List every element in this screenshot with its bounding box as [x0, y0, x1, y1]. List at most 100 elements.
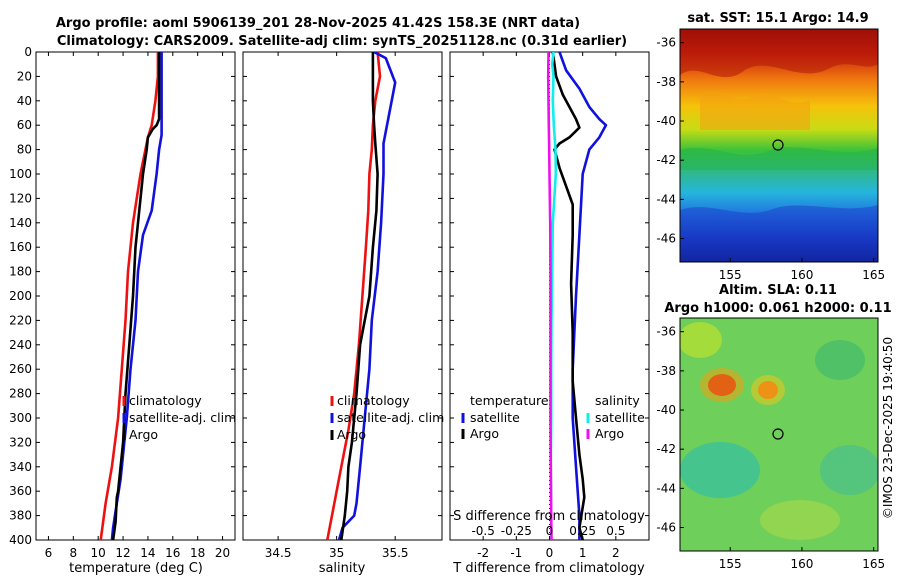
temperature-legend-label: satellite-adj. clim: [129, 410, 236, 425]
temperature-xtick-label: 10: [91, 546, 106, 560]
salinity-legend-label: satellite: [595, 410, 645, 425]
depth-tick-label: 80: [17, 143, 32, 157]
salinity-legend-title: salinity: [595, 393, 640, 408]
sst-warm-patch: [680, 29, 878, 78]
sst-map-xtick-label: 165: [862, 268, 885, 282]
temperature-legend-label: satellite: [470, 410, 520, 425]
temperature-legend-label: climatology: [129, 393, 202, 408]
salinity-xtick-label: 35: [329, 546, 344, 560]
sst-map-title: sat. SST: 15.1 Argo: 14.9: [687, 11, 868, 26]
depth-tick-label: 100: [9, 167, 32, 181]
sla-map-title-line2: Argo h1000: 0.061 h2000: 0.11: [664, 301, 891, 316]
sst-map-xtick-label: 160: [791, 268, 814, 282]
sla-map-image: [680, 318, 878, 551]
salinity-legend-label: climatology: [337, 393, 410, 408]
sla-map-ytick-label: -40: [656, 403, 676, 417]
temperature-legend-label: Argo: [129, 427, 158, 442]
salinity-difference-tick-label: 0.5: [606, 524, 625, 538]
depth-tick-label: 320: [9, 435, 32, 449]
depth-tick-label: 300: [9, 411, 32, 425]
temperature-series-argo: [111, 52, 161, 540]
temperature-panel: 0 20 40 60 80 100 120 140 160 180 200 220 240 260 280 3…: [9, 45, 236, 576]
imos-credit: ©IMOS 23-Dec-2025 19:40:50: [881, 337, 895, 519]
temperature-xtick-label: 20: [215, 546, 230, 560]
depth-tick-label: 120: [9, 191, 32, 205]
difference-lines: [546, 52, 608, 540]
difference-series-s-argo: [546, 52, 553, 540]
difference-series-t-satellite: [558, 52, 608, 540]
sla-cool-patch-1: [680, 442, 760, 498]
difference-series-t-argo: [551, 52, 586, 540]
temperature-xtick-label: 14: [140, 546, 155, 560]
sst-blue-patch: [680, 205, 878, 262]
sst-orange-patch: [700, 90, 810, 130]
sst-map-ytick-label: -46: [656, 232, 676, 246]
sla-map-ytick-label: -38: [656, 364, 676, 378]
sla-argo-marker: [772, 428, 784, 440]
sla-map-ytick-label: -46: [656, 521, 676, 535]
difference-xtick-label: 1: [579, 546, 587, 560]
difference-xtick-label: -1: [510, 546, 522, 560]
depth-tick-label: 260: [9, 362, 32, 376]
figure-title-line2: Climatology: CARS2009. Satellite-adj cli…: [57, 34, 627, 49]
temperature-lines: [99, 52, 163, 540]
depth-tick-label: 380: [9, 509, 32, 523]
sst-map-ytick-label: -40: [656, 114, 676, 128]
sst-map-frame: [679, 28, 879, 263]
sla-map-ytick-label: -36: [656, 325, 676, 339]
salinity-series-satellite-adj-clim: [337, 52, 397, 540]
sla-blob-1: [680, 322, 722, 358]
temperature-difference-xlabel: T difference from climatology: [452, 561, 645, 576]
salinity-difference-xlabel: S difference from climatology: [453, 509, 645, 524]
sst-map-panel: sat. SST: 15.1 Argo: 14.9 155 160 165 -36 -3…: [656, 11, 885, 282]
sla-map-xtick-label: 165: [862, 557, 885, 571]
salinity-difference-tick-label: -0.25: [501, 524, 532, 538]
sst-map-xtick-label: 155: [719, 268, 742, 282]
temperature-legend-label: Argo: [470, 426, 499, 441]
sst-map-image: [680, 29, 878, 262]
temperature-xtick-label: 18: [190, 546, 205, 560]
salinity-difference-tick-label: 0.25: [569, 524, 596, 538]
temperature-series-climatology: [99, 52, 160, 540]
depth-tick-label: 360: [9, 484, 32, 498]
sla-map-frame: [679, 317, 879, 552]
salinity-xtick-label: 35.5: [382, 546, 409, 560]
temperature-xtick-label: 16: [165, 546, 180, 560]
depth-tick-label: 340: [9, 460, 32, 474]
salinity-legend-label: Argo: [337, 427, 366, 442]
difference-xtick-label: 0: [546, 546, 554, 560]
sla-map-xtick-label: 160: [791, 557, 814, 571]
depth-tick-label: 400: [9, 533, 32, 547]
depth-tick-label: 40: [17, 94, 32, 108]
temperature-xtick-label: 12: [115, 546, 130, 560]
salinity-series-argo: [340, 52, 379, 540]
sst-green-patch: [680, 147, 878, 170]
depth-tick-label: 0: [24, 45, 32, 59]
depth-tick-label: 220: [9, 313, 32, 327]
temperature-legend: climatology satellite-adj. clim Argo: [122, 393, 236, 442]
salinity-difference-tick-label: -0.5: [471, 524, 494, 538]
difference-xtick-label: -2: [477, 546, 489, 560]
temperature-xlabel: temperature (deg C): [69, 561, 203, 576]
sla-map-title-line1: Altim. SLA: 0.11: [719, 283, 837, 298]
salinity-difference-ticks: -0.5 -0.25 0 0.25 0.5: [471, 524, 625, 538]
depth-tick-label: 180: [9, 265, 32, 279]
sla-map-ytick-label: -42: [656, 442, 676, 456]
sla-map-xtick-label: 155: [719, 557, 742, 571]
depth-tick-label: 140: [9, 216, 32, 230]
salinity-lines: [326, 52, 397, 540]
salinity-legend-label: satellite-adj. clim: [337, 410, 444, 425]
salinity-xtick-label: 34.5: [265, 546, 292, 560]
salinity-ticks: 34.5 35 35.5: [243, 51, 442, 560]
depth-tick-label: 240: [9, 338, 32, 352]
salinity-xlabel: salinity: [319, 561, 366, 576]
sla-warm-eddy-1-halo: [700, 368, 744, 402]
sst-map-ytick-label: -36: [656, 36, 676, 50]
difference-ticks: -2 -1 0 1 2: [450, 51, 649, 560]
depth-tick-label: 280: [9, 387, 32, 401]
temperature-legend-title: temperature: [470, 393, 549, 408]
salinity-legend: climatology satellite-adj. clim Argo: [330, 393, 444, 442]
difference-panel: -2 -1 0 1 2 S difference from climatology -0…: [449, 51, 650, 576]
